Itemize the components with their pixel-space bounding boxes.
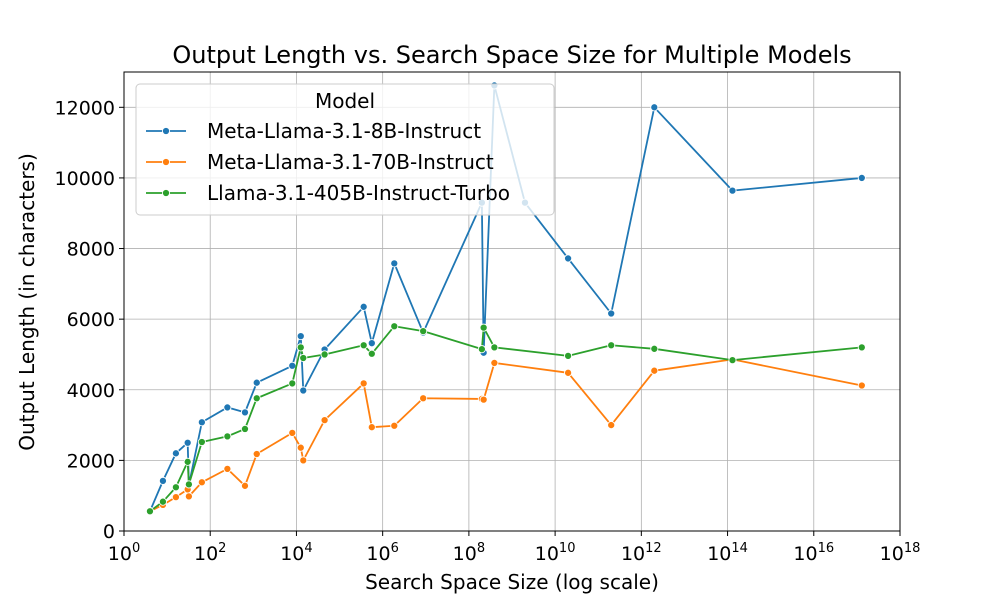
data-point — [479, 395, 488, 404]
legend-entry-label: Llama-3.1-405B-Instruct-Turbo — [207, 181, 510, 205]
data-point — [288, 361, 297, 370]
x-tick-label: 1016 — [793, 541, 834, 565]
data-point — [184, 480, 193, 489]
data-point — [223, 432, 232, 441]
data-point — [197, 437, 206, 447]
x-tick-label: 1014 — [707, 541, 748, 565]
data-point — [184, 492, 193, 501]
x-tick-label: 1012 — [621, 541, 662, 565]
x-tick-label: 1010 — [535, 541, 576, 565]
data-point — [158, 476, 167, 485]
data-point — [240, 481, 250, 490]
data-point — [419, 394, 428, 403]
legend: Model Meta-Llama-3.1-8B-Instruct Meta-Lla… — [135, 83, 555, 216]
data-point — [728, 356, 737, 365]
data-point — [158, 497, 167, 506]
data-point — [223, 403, 232, 412]
data-point — [367, 349, 376, 358]
data-point — [145, 507, 155, 516]
data-point — [359, 379, 368, 388]
data-point — [252, 378, 261, 387]
series-line-3 — [149, 325, 862, 512]
data-point — [171, 449, 180, 458]
y-axis-label: Output Length (in characters) — [15, 153, 39, 451]
data-point — [650, 103, 659, 112]
data-point — [252, 449, 261, 459]
data-point — [296, 343, 305, 352]
data-point — [296, 332, 305, 341]
data-point — [607, 341, 616, 350]
legend-entry-label: Meta-Llama-3.1-8B-Instruct — [207, 119, 481, 143]
data-point — [650, 366, 659, 375]
data-point — [183, 457, 192, 466]
data-point — [490, 358, 499, 367]
data-point — [223, 464, 232, 473]
data-point — [240, 424, 250, 434]
data-point — [367, 339, 376, 348]
data-point — [171, 493, 180, 502]
data-point — [564, 254, 573, 263]
data-point — [857, 381, 866, 390]
data-point — [564, 351, 573, 360]
x-tick-label: 102 — [194, 541, 226, 565]
y-tick-label: 0 — [103, 521, 115, 543]
data-point — [359, 302, 368, 311]
data-point — [607, 309, 616, 318]
data-point — [171, 483, 180, 492]
data-point — [477, 345, 486, 354]
x-tick-label: 108 — [453, 541, 485, 565]
data-point — [296, 443, 305, 452]
data-point — [288, 428, 297, 437]
data-point — [240, 408, 250, 417]
data-point — [252, 394, 261, 403]
data-point — [390, 421, 399, 430]
data-point — [857, 343, 866, 352]
legend-entry-label: Meta-Llama-3.1-70B-Instruct — [207, 150, 494, 174]
legend-marker — [161, 188, 171, 198]
x-axis-label: Search Space Size (log scale) — [365, 570, 659, 594]
data-point — [359, 341, 368, 350]
ticks: 100 102 104 106 108 1010 1012 1014 1016 1018 0 2000… — [55, 97, 921, 565]
y-tick-label: 2000 — [67, 450, 115, 472]
plot-frame — [123, 71, 901, 532]
legend-title: Model — [315, 89, 375, 113]
data-point — [564, 368, 573, 377]
y-tick-label: 4000 — [67, 380, 115, 402]
data-point — [183, 438, 192, 447]
data-point — [299, 456, 308, 465]
chart-title: Output Length vs. Search Space Size for … — [172, 41, 851, 69]
x-tick-label: 100 — [108, 541, 140, 565]
data-point — [320, 416, 329, 425]
data-point — [197, 478, 206, 487]
data-point — [299, 386, 308, 395]
y-tick-label: 6000 — [67, 309, 115, 331]
data-point — [490, 343, 499, 352]
data-point — [197, 418, 206, 427]
data-point — [320, 350, 329, 359]
data-point — [728, 186, 737, 195]
legend-marker — [161, 157, 171, 167]
data-point — [367, 423, 376, 432]
data-point — [650, 344, 659, 353]
data-point — [299, 353, 308, 363]
y-tick-label: 10000 — [55, 168, 115, 190]
series-layer — [145, 81, 866, 516]
x-tick-label: 104 — [280, 541, 312, 565]
legend-box — [135, 83, 555, 216]
x-tick-label: 106 — [366, 541, 398, 565]
data-point — [390, 259, 399, 268]
data-point — [288, 379, 297, 388]
y-tick-label: 12000 — [55, 97, 115, 119]
data-point — [479, 323, 488, 332]
legend-marker — [161, 126, 171, 136]
data-point — [390, 322, 399, 331]
data-point — [857, 173, 866, 182]
data-point — [419, 327, 428, 336]
y-tick-label: 8000 — [67, 239, 115, 261]
data-point — [607, 421, 616, 430]
x-tick-label: 1018 — [880, 541, 921, 565]
